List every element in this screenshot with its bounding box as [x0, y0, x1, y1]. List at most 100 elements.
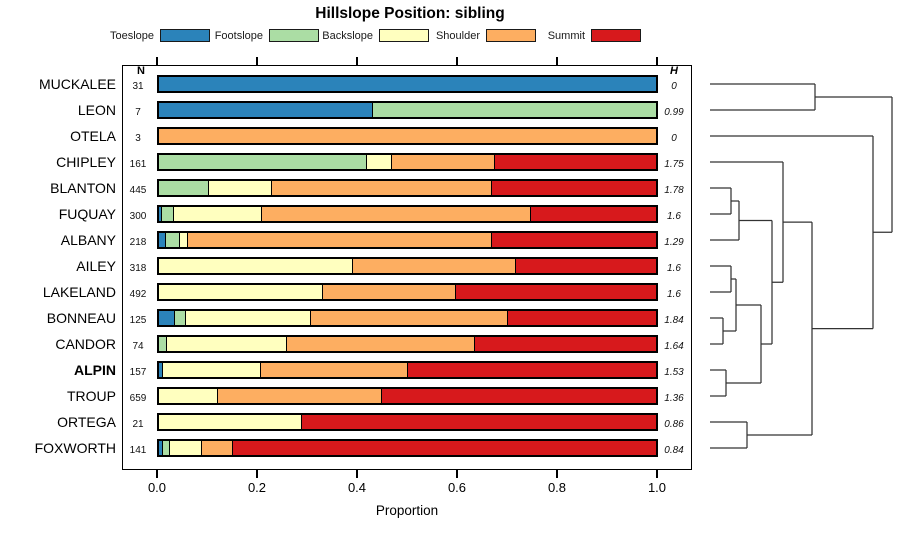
series-label: BLANTON: [50, 180, 116, 196]
bar-segment-backslope: [159, 259, 353, 273]
bar-segment-toeslope: [159, 441, 163, 455]
n-value: 21: [132, 419, 144, 430]
legend: Toeslope Footslope Backslope Shoulder Summit: [0, 0, 900, 50]
h-value: 0.86: [664, 419, 684, 430]
bar-segment-summit: [494, 155, 656, 169]
x-axis-tick-top: [456, 57, 458, 65]
h-column-header: H: [670, 65, 678, 77]
h-value: 1.78: [664, 185, 684, 196]
h-value: 0: [671, 133, 677, 144]
series-label: LAKELAND: [42, 284, 116, 300]
x-axis-tick-top: [356, 57, 358, 65]
bar-segment-toeslope: [159, 103, 373, 117]
x-axis-tick-bottom: [356, 470, 358, 478]
h-value: 1.75: [664, 159, 684, 170]
bar-segment-backslope: [185, 311, 311, 325]
stacked-bar: [157, 335, 658, 353]
x-axis-tick-top: [156, 57, 158, 65]
legend-swatch: [269, 29, 319, 42]
n-value: 300: [129, 211, 147, 222]
legend-swatch: [486, 29, 536, 42]
series-label: FOXWORTH: [34, 440, 116, 456]
bar-segment-shoulder: [321, 285, 456, 299]
bar-segment-toeslope: [159, 233, 166, 247]
h-value: 1.6: [667, 263, 681, 274]
bar-segment-backslope: [159, 415, 301, 429]
stacked-bar: [157, 283, 658, 301]
bar-segment-shoulder: [261, 207, 530, 221]
bar-segment-summit: [406, 363, 656, 377]
x-axis-tick-bottom: [656, 470, 658, 478]
bar-segment-shoulder: [271, 181, 492, 195]
legend-label: Footslope: [214, 30, 263, 42]
bar-segment-shoulder: [200, 441, 232, 455]
bar-segment-footslope: [159, 181, 209, 195]
stacked-bar: [157, 75, 658, 93]
h-value: 0.99: [664, 107, 684, 118]
bar-segment-shoulder: [310, 311, 508, 325]
plot-area: [122, 65, 692, 470]
n-value: 659: [129, 393, 147, 404]
bar-segment-footslope: [162, 441, 169, 455]
bar-segment-footslope: [372, 103, 656, 117]
stacked-bar: [157, 309, 658, 327]
n-value: 161: [129, 159, 147, 170]
stacked-bar: [157, 153, 658, 171]
n-column-header: N: [137, 65, 145, 77]
bar-segment-summit: [455, 285, 656, 299]
bar-segment-shoulder: [391, 155, 495, 169]
x-axis-tick-label: 0.6: [447, 480, 467, 495]
n-value: 125: [129, 315, 147, 326]
series-label: ORTEGA: [57, 414, 116, 430]
h-value: 1.64: [664, 341, 684, 352]
h-value: 1.29: [664, 237, 684, 248]
n-value: 318: [129, 263, 147, 274]
x-axis-tick-label: 0.4: [347, 480, 367, 495]
bar-segment-toeslope: [159, 77, 656, 91]
bar-segment-summit: [491, 233, 656, 247]
legend-swatch: [591, 29, 641, 42]
stacked-bar: [157, 101, 658, 119]
stacked-bar: [157, 179, 658, 197]
n-value: 31: [132, 81, 144, 92]
series-label: LEON: [77, 102, 116, 118]
bar-segment-toeslope: [159, 207, 162, 221]
stacked-bar: [157, 439, 658, 457]
bar-segment-shoulder: [187, 233, 492, 247]
bar-segment-footslope: [174, 311, 186, 325]
bar-segment-summit: [491, 181, 656, 195]
stacked-bar: [157, 231, 658, 249]
series-label: BONNEAU: [46, 310, 116, 326]
series-label: AILEY: [76, 258, 116, 274]
bar-segment-shoulder: [217, 389, 381, 403]
bar-segment-backslope: [173, 207, 262, 221]
legend-label: Backslope: [322, 30, 373, 42]
bar-segment-toeslope: [159, 363, 162, 377]
bar-segment-shoulder: [352, 259, 515, 273]
h-value: 1.6: [667, 211, 681, 222]
stacked-bar: [157, 127, 658, 145]
n-value: 157: [129, 367, 147, 378]
bar-segment-summit: [514, 259, 656, 273]
bar-segment-footslope: [159, 155, 367, 169]
bar-segment-summit: [380, 389, 656, 403]
bar-segment-summit: [231, 441, 656, 455]
x-axis-tick-bottom: [156, 470, 158, 478]
x-axis-tick-label: 0.8: [547, 480, 567, 495]
x-axis-tick-top: [256, 57, 258, 65]
bar-segment-toeslope: [159, 311, 175, 325]
bar-segment-shoulder: [259, 363, 407, 377]
bar-segment-backslope: [366, 155, 392, 169]
x-axis-tick-top: [556, 57, 558, 65]
bar-segment-backslope: [159, 389, 218, 403]
bar-segment-shoulder: [159, 129, 656, 143]
bar-segment-summit: [300, 415, 656, 429]
bar-segment-backslope: [161, 363, 260, 377]
bar-segment-backslope: [166, 337, 286, 351]
bar-segment-footslope: [159, 337, 167, 351]
series-label: ALBANY: [60, 232, 116, 248]
series-label: MUCKALEE: [38, 76, 116, 92]
chart-title: Hillslope Position: sibling: [315, 5, 505, 22]
bar-segment-backslope: [208, 181, 272, 195]
series-label: FUQUAY: [58, 206, 116, 222]
